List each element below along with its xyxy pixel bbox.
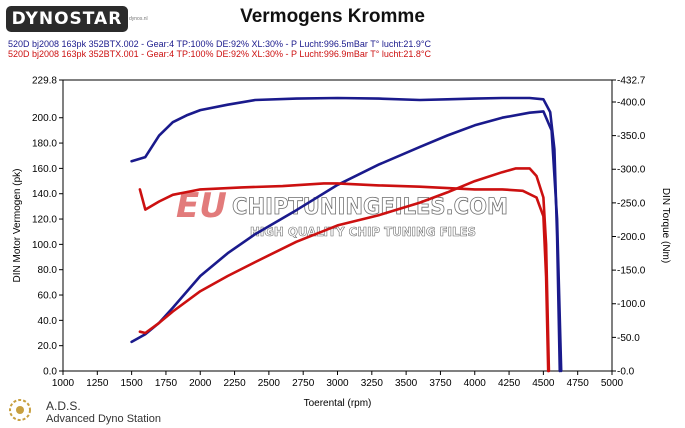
ads-logo-icon xyxy=(9,399,31,421)
dynostar-logo: DYNOSTAR xyxy=(6,6,128,32)
y-left-tick-label: 60.0 xyxy=(38,291,58,302)
y-right-tick-label: -400.0 xyxy=(617,97,646,108)
chart-title: Vermogens Kromme xyxy=(240,6,425,27)
x-tick-label: 4750 xyxy=(567,378,590,389)
y-left-tick-label: 40.0 xyxy=(38,316,58,327)
y-left-tick-label: 120.0 xyxy=(32,215,57,226)
y-left-tick-label: 0.0 xyxy=(43,367,57,378)
y-right-tick-label: -50.0 xyxy=(617,333,640,344)
x-tick-label: 2000 xyxy=(189,378,212,389)
series-line-3 xyxy=(138,182,550,373)
logo-subtext: dynos.nl xyxy=(129,16,148,22)
series-line-4 xyxy=(138,167,551,373)
y-left-tick-label: 20.0 xyxy=(38,341,58,352)
y-right-tick-label: -0.0 xyxy=(617,367,635,378)
y-left-tick-label: 160.0 xyxy=(32,164,57,175)
y-left-axis-label: DIN Motor Vermogen (pk) xyxy=(12,169,23,283)
x-tick-label: 3000 xyxy=(326,378,349,389)
y-right-tick-label: -200.0 xyxy=(617,232,646,243)
x-tick-label: 4500 xyxy=(532,378,555,389)
run-label-1: 520D bj2008 163pk 352BTX.002 - Gear:4 TP… xyxy=(8,39,431,49)
x-tick-label: 1000 xyxy=(52,378,75,389)
footer-subtitle: Advanced Dyno Station xyxy=(46,413,161,425)
x-tick-label: 2250 xyxy=(223,378,246,389)
y-left-tick-label: 200.0 xyxy=(32,113,57,124)
x-axis-label: Toerental (rpm) xyxy=(304,398,372,409)
y-right-tick-label: -150.0 xyxy=(617,266,646,277)
x-tick-label: 1500 xyxy=(121,378,144,389)
y-right-tick-label: -432.7 xyxy=(617,76,646,87)
watermark-sub: HIGH QUALITY CHIP TUNING FILES xyxy=(250,225,476,239)
y-left-tick-label: 80.0 xyxy=(38,265,58,276)
x-tick-label: 5000 xyxy=(601,378,624,389)
y-left-tick-label: 140.0 xyxy=(32,189,57,200)
footer-name: A.D.S. xyxy=(46,399,81,413)
y-left-tick-label: 229.8 xyxy=(32,76,57,87)
x-tick-label: 3750 xyxy=(429,378,452,389)
x-tick-label: 3250 xyxy=(361,378,384,389)
x-tick-label: 1250 xyxy=(86,378,109,389)
series-line-2 xyxy=(130,110,563,373)
y-right-tick-label: -350.0 xyxy=(617,131,646,142)
x-tick-label: 2750 xyxy=(292,378,315,389)
x-tick-label: 2500 xyxy=(258,378,281,389)
y-right-tick-label: -100.0 xyxy=(617,299,646,310)
x-tick-label: 1750 xyxy=(155,378,178,389)
series-line-1 xyxy=(130,96,562,373)
y-left-tick-label: 180.0 xyxy=(32,139,57,150)
y-right-tick-label: -300.0 xyxy=(617,165,646,176)
y-right-axis-label: DIN Torque (Nm) xyxy=(660,188,671,263)
y-right-tick-label: -250.0 xyxy=(617,198,646,209)
x-tick-label: 4000 xyxy=(464,378,487,389)
run-label-2: 520D bj2008 163pk 352BTX.001 - Gear:4 TP… xyxy=(8,49,431,59)
y-left-tick-label: 100.0 xyxy=(32,240,57,251)
x-tick-label: 4250 xyxy=(498,378,521,389)
x-tick-label: 3500 xyxy=(395,378,418,389)
